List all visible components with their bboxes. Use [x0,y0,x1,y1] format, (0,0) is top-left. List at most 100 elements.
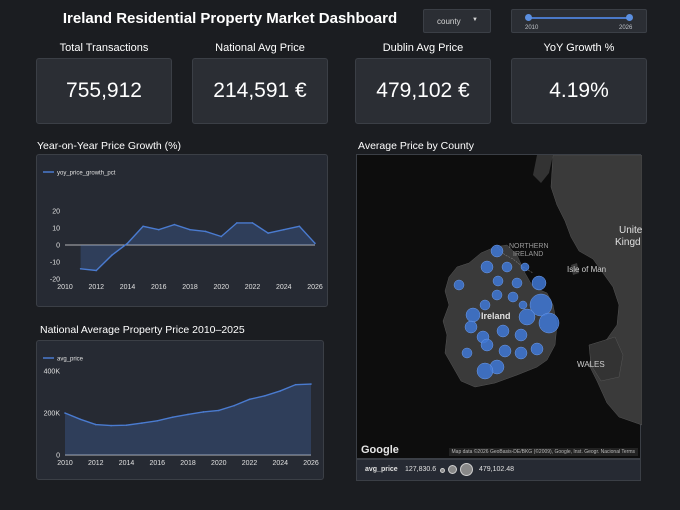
map-legend-label: avg_price [365,466,398,473]
kpi-label-national-avg-price: National Avg Price [215,42,305,54]
y-tick-label: 400K [44,369,61,376]
data-point [142,225,144,228]
data-point [79,418,82,421]
county-bubble [491,289,503,301]
county-bubble [538,312,560,334]
map-bubbles [453,244,560,380]
data-point [189,228,191,231]
data-point [220,235,223,238]
y-tick-label: 20 [52,209,60,216]
map-land-scotland-islands [533,155,553,183]
county-bubble [514,328,528,342]
map-legend-max: 479,102.48 [479,466,515,473]
x-tick-label: 2020 [213,284,229,291]
x-tick-label: 2016 [151,284,167,291]
map-label-ireland: Ireland [481,311,511,321]
data-point [95,269,98,272]
county-bubble [501,261,513,273]
county-bubble [492,275,504,287]
data-point [156,419,159,422]
slider-min-label: 2010 [525,25,539,31]
map-land-wales [588,336,624,382]
x-tick-label: 2026 [307,284,323,291]
data-point [251,222,254,224]
x-tick-label: 2022 [242,460,258,467]
x-tick-label: 2018 [182,284,198,291]
x-tick-label: 2024 [276,284,292,291]
slider-handle-max[interactable] [626,14,633,21]
data-point [79,268,82,270]
kpi-card-national-avg-price: 214,591 € [192,58,328,124]
page-title: Ireland Residential Property Market Dash… [62,10,398,27]
slider-handle-min[interactable] [525,14,532,21]
x-tick-label: 2018 [180,460,196,467]
data-point [64,412,66,414]
data-point [298,225,301,228]
county-bubble [496,324,510,338]
map-label-isle-of-man: Isle of Man [567,265,606,274]
x-tick-label: 2026 [303,460,319,467]
data-point [173,223,176,226]
google-logo: Google [361,444,399,456]
map-label-northern-ireland-2: IRELAND [513,251,543,258]
county-bubble [490,244,504,258]
data-point [111,254,113,256]
county-bubble [465,307,481,323]
county-bubble [480,338,494,352]
data-point [125,424,128,426]
data-point [282,228,285,231]
x-tick-label: 2022 [245,284,261,291]
county-bubble [507,291,519,303]
map-land-isle-of-man [571,263,579,275]
county-bubble [476,362,494,380]
dimension-dropdown[interactable]: county ▼ [423,9,491,33]
data-point [217,409,220,412]
map-attribution[interactable]: Map data ©2026 GeoBasis-DE/BKG (©2009), … [448,448,638,456]
kpi-value-national-avg-price: 214,591 € [213,79,307,102]
series-area [80,222,315,271]
dropdown-value: county [437,16,461,26]
y-tick-label: 0 [56,453,60,460]
x-tick-label: 2014 [120,284,136,291]
year-range-slider[interactable]: 2010 2026 [511,9,647,33]
map-title: Average Price by County [358,140,474,152]
county-bubble [518,300,528,310]
legend-label: yoy_price_growth_pct [57,171,116,177]
slider-track [528,17,632,19]
data-point [264,394,266,397]
county-bubble [520,262,530,272]
legend-label: avg_price [57,357,84,363]
kpi-card-total-transactions: 755,912 [36,58,172,124]
avg-chart-title: National Average Property Price 2010–202… [40,324,245,336]
map-label-wales: WALES [577,360,605,369]
data-point [314,242,316,245]
kpi-value-total-transactions: 755,912 [66,79,142,102]
kpi-label-yoy-growth: YoY Growth % [543,42,615,54]
kpi-card-dublin-avg-price: 479,102 € [355,58,491,124]
x-tick-label: 2010 [57,460,73,467]
map-legend-min: 127,830.6 [405,466,437,473]
x-tick-label: 2010 [57,284,73,291]
avg-price-chart[interactable]: avg_price 400K 200K 0 2010 2012 2014 2016 2018 20… [36,340,324,480]
x-tick-label: 2024 [272,460,288,467]
county-bubble-map[interactable]: NORTHERN IRELAND Ireland Isle of Man WAL… [356,154,643,459]
yoy-growth-chart[interactable]: yoy_price_growth_pct 20 10 0 -10 -20 2010 2012 2… [36,154,328,307]
data-point [141,422,143,424]
county-bubble [530,342,544,356]
county-bubble [464,320,478,334]
series-line [80,222,316,272]
data-point [279,390,282,392]
data-point [187,413,189,416]
y-tick-label: -10 [50,260,60,267]
kpi-value-yoy-growth: 4.19% [549,79,609,102]
chevron-down-icon: ▼ [472,17,478,23]
data-point [202,411,205,413]
data-point [204,230,207,233]
legend-dot-medium [448,465,457,474]
data-point [233,404,235,407]
data-point [126,242,129,245]
county-bubble [529,293,553,317]
map-svg: NORTHERN IRELAND Ireland Isle of Man WAL… [442,154,643,426]
